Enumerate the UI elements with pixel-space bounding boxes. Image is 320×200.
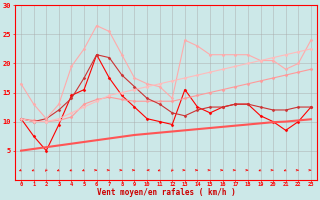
X-axis label: Vent moyen/en rafales ( km/h ): Vent moyen/en rafales ( km/h ) (97, 188, 236, 197)
